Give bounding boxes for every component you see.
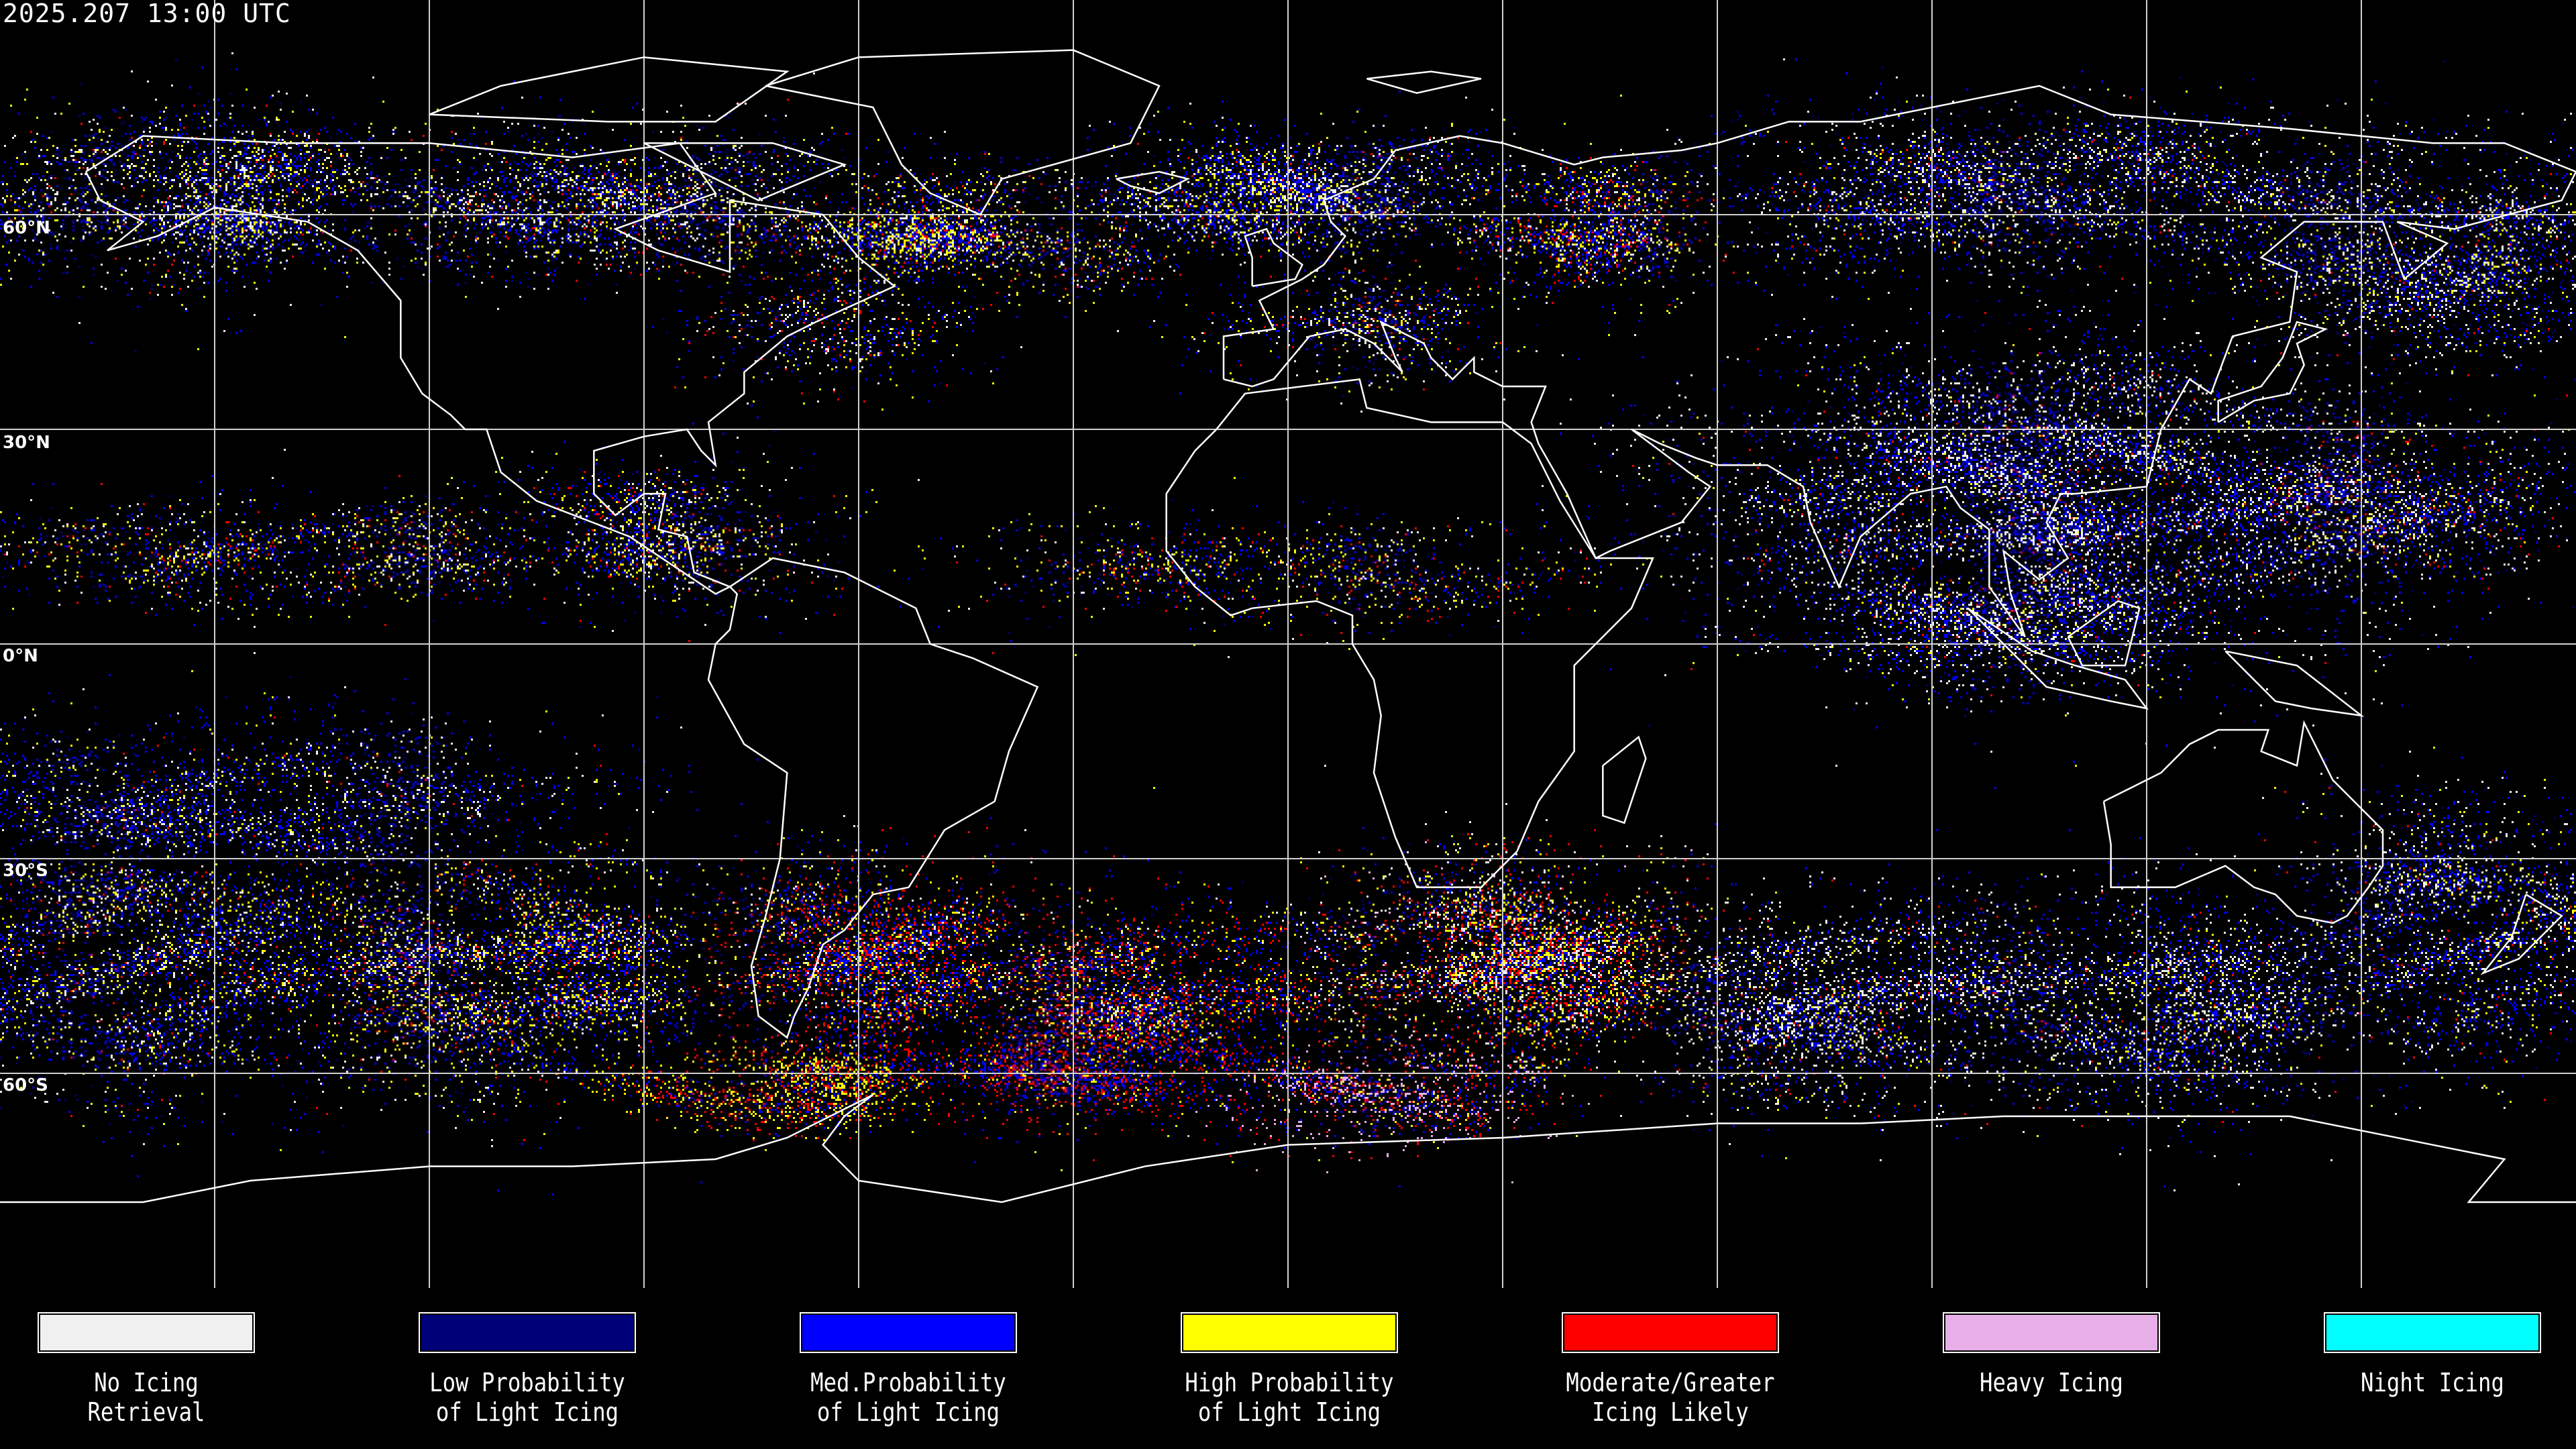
legend-label-line2: Icing Likely [1592, 1397, 1749, 1427]
icing-map: 2025.207 13:00 UTC 60°N 30°N 0°N 30°S 60… [0, 0, 2576, 1288]
coastline-new-guinea [2224, 650, 2365, 717]
lat-label-60s: 60°S [3, 1075, 48, 1095]
coastline-iceland [1116, 170, 1191, 195]
legend-label-line2: of Light Icing [1197, 1397, 1381, 1427]
map-overlay [0, 0, 2576, 1288]
legend-label-line1: Med.Probability [810, 1368, 1006, 1397]
coastline-svalbard [1366, 70, 1482, 94]
coastline-africa [1165, 378, 1654, 888]
legend-label-line1: Heavy Icing [1980, 1368, 2123, 1397]
coastline-indonesia [1967, 607, 2149, 710]
legend-label: No Icing Retrieval [0, 1368, 308, 1427]
legend-label-line2: of Light Icing [816, 1397, 1000, 1427]
lat-label-0n: 0°N [3, 646, 38, 666]
coastline-north-america [85, 135, 896, 595]
legend-label: Med.Probability of Light Icing [747, 1368, 1071, 1427]
timestamp: 2025.207 13:00 UTC [3, 0, 291, 28]
coastline-japan [2217, 321, 2328, 423]
legend-item-moderate-greater-icing: Moderate/Greater Icing Likely [1480, 1312, 1861, 1427]
coastline-eurasia [1222, 85, 2576, 638]
lat-label-60n: 60°N [3, 218, 50, 238]
coastline-new-zealand [2480, 894, 2563, 975]
legend-label-line1: Moderate/Greater [1566, 1368, 1775, 1397]
coastline-great-britain [1244, 227, 1303, 287]
legend-item-high-probability-light-icing: High Probability of Light Icing [1099, 1312, 1480, 1427]
coastline-antarctica [0, 1093, 2576, 1203]
coastline-baffin [643, 142, 847, 202]
legend-label: High Probability of Light Icing [1128, 1368, 1452, 1427]
legend-label: Moderate/Greater Icing Likely [1509, 1368, 1833, 1427]
legend-label-line1: Night Icing [2361, 1368, 2504, 1397]
legend-label-line1: No Icing [94, 1368, 199, 1397]
coastline-australia [2102, 720, 2384, 924]
legend-label-line2: of Light Icing [435, 1397, 619, 1427]
legend-swatch [1181, 1312, 1398, 1353]
legend-label-line2: Retrieval [87, 1397, 205, 1427]
coastline-south-america [707, 557, 1039, 1039]
legend-label: Night Icing [2271, 1368, 2576, 1397]
lat-label-30n: 30°N [3, 433, 50, 453]
coastline-borneo [2067, 600, 2141, 667]
legend-swatch [800, 1312, 1017, 1353]
legend-swatch [1562, 1312, 1779, 1353]
legend: No Icing Retrieval Low Probability of Light… [0, 1288, 2576, 1449]
legend-label-line1: Low Probability [429, 1368, 625, 1397]
legend-item-no-icing-retrieval: No Icing Retrieval [0, 1312, 337, 1427]
coastline-greenland [765, 49, 1161, 216]
coastline-madagascar [1602, 735, 1647, 824]
legend-label: Low Probability of Light Icing [366, 1368, 690, 1427]
legend-item-heavy-icing: Heavy Icing [1861, 1312, 2242, 1397]
lat-lon-grid [0, 0, 2576, 1288]
coastlines [0, 49, 2576, 1203]
legend-item-low-probability-light-icing: Low Probability of Light Icing [337, 1312, 718, 1427]
legend-label-line1: High Probability [1185, 1368, 1394, 1397]
legend-swatch [38, 1312, 255, 1353]
legend-swatch [1943, 1312, 2160, 1353]
lat-label-30s: 30°S [3, 861, 48, 881]
legend-item-med-probability-light-icing: Med.Probability of Light Icing [718, 1312, 1099, 1427]
legend-swatch [2324, 1312, 2541, 1353]
coastline-canadian-archipelago [429, 56, 790, 123]
legend-item-night-icing: Night Icing [2242, 1312, 2576, 1397]
legend-swatch [419, 1312, 636, 1353]
legend-label: Heavy Icing [1890, 1368, 2214, 1397]
